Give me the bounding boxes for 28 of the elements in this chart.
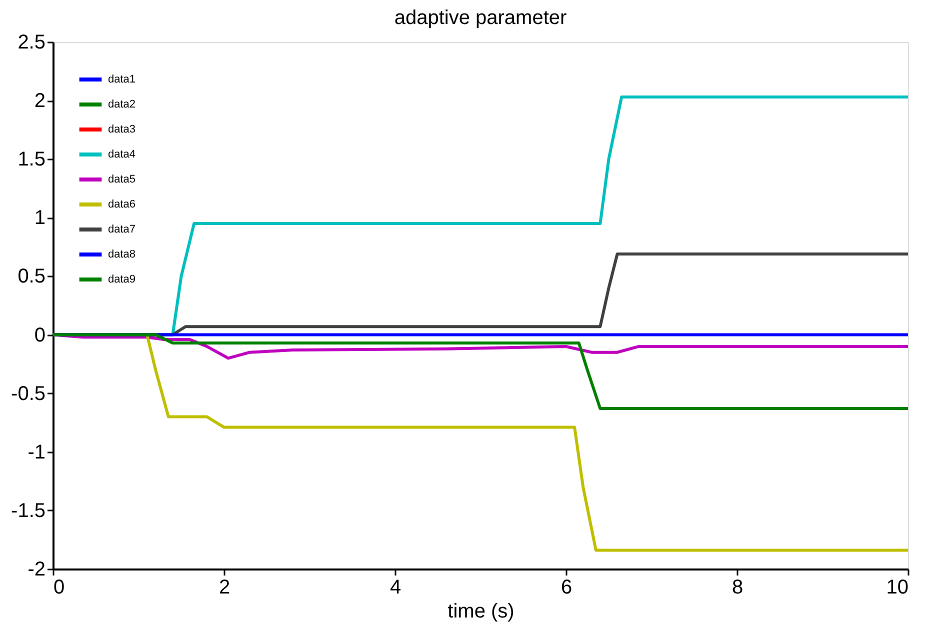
legend-label: data4 xyxy=(108,148,136,160)
x-tick-label: 8 xyxy=(732,576,744,598)
y-tick-label: -2 xyxy=(28,558,46,580)
line-series xyxy=(53,333,908,410)
x-axis-title: time (s) xyxy=(448,600,514,622)
y-tick-label: -1.5 xyxy=(11,500,46,522)
y-tick-label: 1.5 xyxy=(18,148,46,171)
x-tick-label: 0 xyxy=(54,576,65,598)
x-tick-label: 10 xyxy=(886,576,908,598)
y-tick-label: -1 xyxy=(28,441,46,464)
y-tick-label: 0.5 xyxy=(18,266,46,288)
legend-label: data7 xyxy=(108,224,136,236)
legend-label: data8 xyxy=(108,248,136,260)
x-tick-label: 2 xyxy=(218,576,230,598)
x-tick-label: 6 xyxy=(560,576,572,598)
legend-label: data3 xyxy=(108,124,136,136)
y-tick-label: 1 xyxy=(34,207,46,230)
y-tick-label: -0.5 xyxy=(11,382,46,405)
x-tick-label: 4 xyxy=(390,576,402,598)
y-tick-label: 2 xyxy=(34,90,46,112)
legend-label: data6 xyxy=(108,198,136,210)
legend-label: data1 xyxy=(108,74,136,86)
legend-label: data2 xyxy=(108,98,136,110)
legend-label: data5 xyxy=(108,174,136,186)
chart-title: adaptive parameter xyxy=(394,7,567,29)
legend-label: data9 xyxy=(108,274,136,286)
y-tick-label: 0 xyxy=(34,324,46,346)
y-tick-label: 2.5 xyxy=(18,32,46,54)
